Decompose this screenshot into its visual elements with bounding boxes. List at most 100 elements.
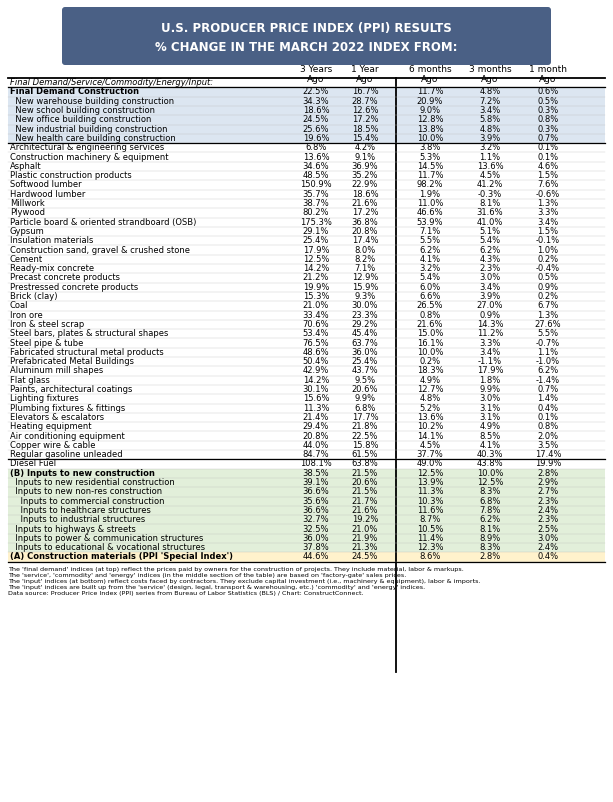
Text: 27.0%: 27.0% [477, 302, 503, 310]
Text: Insulation materials: Insulation materials [10, 237, 93, 245]
Text: Inputs to industrial structures: Inputs to industrial structures [10, 515, 145, 525]
Text: New industrial building construction: New industrial building construction [10, 124, 167, 134]
Text: 25.4%: 25.4% [352, 357, 378, 367]
Text: 42.9%: 42.9% [303, 367, 329, 375]
Text: 9.0%: 9.0% [419, 106, 441, 115]
Text: 0.1%: 0.1% [538, 413, 558, 422]
Text: 7.1%: 7.1% [419, 227, 441, 236]
Text: 98.2%: 98.2% [417, 180, 443, 189]
Text: 17.4%: 17.4% [352, 237, 378, 245]
Text: 53.4%: 53.4% [303, 330, 329, 338]
Text: 3.2%: 3.2% [479, 144, 501, 152]
Text: 44.0%: 44.0% [303, 441, 329, 450]
Text: 3.4%: 3.4% [479, 283, 501, 292]
Bar [8, 478, 605, 487]
Text: 3.9%: 3.9% [479, 292, 501, 301]
Text: 13.6%: 13.6% [477, 162, 503, 171]
Text: 8.0%: 8.0% [354, 245, 376, 254]
Bar [8, 543, 605, 553]
Bar [8, 496, 605, 506]
Text: -0.6%: -0.6% [536, 190, 560, 199]
Text: 20.6%: 20.6% [352, 385, 378, 394]
Text: Brick (clay): Brick (clay) [10, 292, 58, 301]
Text: Construction sand, gravel & crushed stone: Construction sand, gravel & crushed ston… [10, 245, 190, 254]
Text: 40.3%: 40.3% [477, 450, 503, 460]
Text: 19.2%: 19.2% [352, 515, 378, 525]
Bar [8, 134, 605, 143]
Text: Flat glass: Flat glass [10, 376, 50, 385]
Text: 15.3%: 15.3% [303, 292, 329, 301]
Text: 49.0%: 49.0% [417, 460, 443, 468]
Text: Inputs to educational & vocational structures: Inputs to educational & vocational struc… [10, 543, 205, 552]
Text: 33.4%: 33.4% [303, 310, 329, 320]
Text: 17.7%: 17.7% [352, 413, 378, 422]
Text: 6.8%: 6.8% [354, 403, 376, 413]
Text: Aluminum mill shapes: Aluminum mill shapes [10, 367, 103, 375]
Text: Inputs to commercial construction: Inputs to commercial construction [10, 496, 164, 505]
Text: 21.0%: 21.0% [352, 525, 378, 533]
Text: Fabricated structural metal products: Fabricated structural metal products [10, 348, 164, 357]
Bar [8, 106, 605, 115]
Text: 6.0%: 6.0% [419, 283, 441, 292]
Text: Construction machinery & equipment: Construction machinery & equipment [10, 152, 169, 161]
Text: 3.2%: 3.2% [419, 264, 441, 273]
Text: 11.4%: 11.4% [417, 534, 443, 543]
Text: Air conditioning equipment: Air conditioning equipment [10, 431, 125, 440]
Text: 30.0%: 30.0% [352, 302, 378, 310]
Text: 17.9%: 17.9% [477, 367, 503, 375]
Text: 5.8%: 5.8% [479, 115, 501, 124]
Text: 1.8%: 1.8% [479, 376, 501, 385]
Text: 18.6%: 18.6% [303, 106, 329, 115]
Text: 0.1%: 0.1% [538, 144, 558, 152]
Text: 13.6%: 13.6% [417, 413, 443, 422]
Text: 21.0%: 21.0% [303, 302, 329, 310]
Text: 6.7%: 6.7% [538, 302, 558, 310]
Text: 5.3%: 5.3% [419, 152, 441, 161]
Text: 4.6%: 4.6% [538, 162, 558, 171]
Text: 21.4%: 21.4% [303, 413, 329, 422]
Bar [8, 115, 605, 124]
Text: 8.7%: 8.7% [419, 515, 441, 525]
Text: The 'input' indices (at bottom) reflect costs faced by contractors. They exclude: The 'input' indices (at bottom) reflect … [8, 579, 481, 584]
Text: 2.0%: 2.0% [538, 431, 558, 440]
Text: 41.2%: 41.2% [477, 180, 503, 189]
Text: 2.8%: 2.8% [538, 468, 558, 478]
Text: New school building construction: New school building construction [10, 106, 155, 115]
Text: 21.9%: 21.9% [352, 534, 378, 543]
Text: 7.8%: 7.8% [479, 506, 501, 515]
Text: 7.6%: 7.6% [538, 180, 558, 189]
Text: 0.3%: 0.3% [538, 124, 558, 134]
Text: Precast concrete products: Precast concrete products [10, 273, 120, 282]
Text: 28.7%: 28.7% [352, 97, 378, 106]
Text: 3.8%: 3.8% [419, 144, 441, 152]
Text: 20.8%: 20.8% [352, 227, 378, 236]
Text: 19.9%: 19.9% [303, 283, 329, 292]
Text: 53.9%: 53.9% [417, 217, 443, 227]
Text: 0.4%: 0.4% [538, 403, 558, 413]
Text: New office building construction: New office building construction [10, 115, 151, 124]
Text: -0.4%: -0.4% [536, 264, 560, 273]
Text: 1.1%: 1.1% [538, 348, 558, 357]
Text: 11.3%: 11.3% [303, 403, 329, 413]
Text: 0.8%: 0.8% [419, 310, 441, 320]
Text: 5.1%: 5.1% [479, 227, 501, 236]
Text: Inputs to new non-res construction: Inputs to new non-res construction [10, 488, 162, 496]
Text: 17.2%: 17.2% [352, 115, 378, 124]
Bar [8, 468, 605, 478]
Text: 23.3%: 23.3% [352, 310, 378, 320]
Text: 19.6%: 19.6% [303, 134, 329, 143]
Bar [8, 525, 605, 533]
Text: 36.8%: 36.8% [352, 217, 378, 227]
Text: 15.4%: 15.4% [352, 134, 378, 143]
Text: 14.3%: 14.3% [477, 320, 503, 329]
Text: 22.5%: 22.5% [352, 431, 378, 440]
Text: 12.5%: 12.5% [477, 478, 503, 487]
Text: 0.7%: 0.7% [538, 385, 558, 394]
Text: 9.1%: 9.1% [354, 152, 376, 161]
Text: 21.5%: 21.5% [352, 468, 378, 478]
Text: 150.9%: 150.9% [300, 180, 332, 189]
Text: Inputs to healthcare structures: Inputs to healthcare structures [10, 506, 151, 515]
Text: 43.8%: 43.8% [477, 460, 503, 468]
Text: 14.2%: 14.2% [303, 376, 329, 385]
Text: Paints, architectural coatings: Paints, architectural coatings [10, 385, 132, 394]
